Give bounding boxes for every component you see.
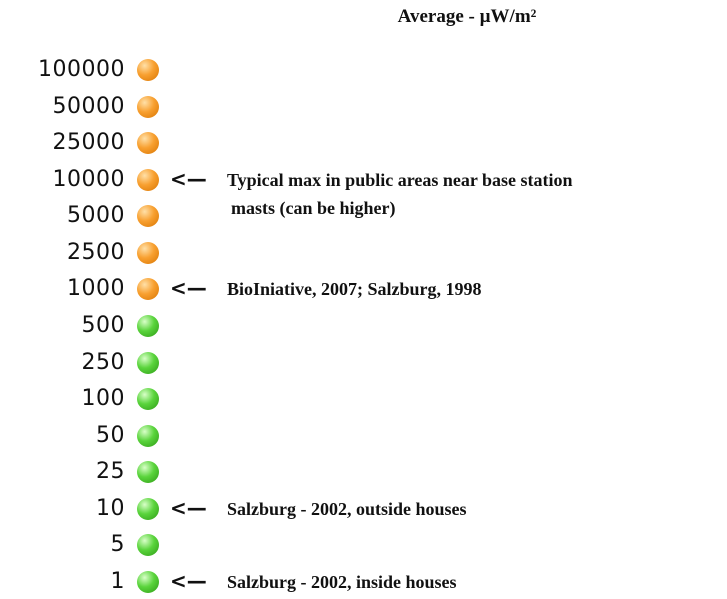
level-dot (137, 570, 159, 593)
level-dot (137, 132, 159, 155)
level-dot (137, 278, 159, 301)
level-label: 10 (96, 495, 125, 521)
level-dot (137, 351, 159, 374)
annotation: Typical max in public areas near base st… (227, 169, 573, 190)
annotation: Salzburg - 2002, inside houses (227, 571, 457, 592)
level-label: 250 (81, 349, 125, 375)
level-label: 50000 (52, 93, 125, 119)
level-label: 2500 (67, 239, 125, 265)
arrow: <— (170, 276, 207, 301)
level-label: 50 (96, 422, 125, 448)
annotation: BioIniative, 2007; Salzburg, 1998 (227, 279, 482, 300)
level-label: 100000 (38, 57, 125, 82)
arrow: <— (170, 495, 207, 520)
annotation: masts (can be higher) (231, 197, 396, 218)
level-dot (137, 205, 159, 228)
level-dot (137, 168, 159, 191)
level-dot (137, 497, 159, 520)
level-dot (137, 241, 159, 264)
level-dot (137, 424, 159, 447)
level-dot (137, 534, 159, 557)
title: Average - µW/m² (397, 6, 537, 27)
level-label: 5000 (67, 203, 125, 229)
arrow: <— (170, 568, 207, 593)
level-label: 25000 (52, 130, 125, 156)
level-dot (137, 59, 159, 81)
level-dot (137, 314, 159, 337)
level-label: 500 (81, 312, 125, 338)
level-label: 100 (81, 386, 125, 412)
arrow: <— (170, 166, 207, 191)
annotation: Salzburg - 2002, outside houses (227, 498, 467, 519)
level-label: 5 (110, 532, 125, 558)
level-dot (137, 461, 159, 484)
level-label: 25 (96, 459, 125, 485)
level-label: 1000 (67, 276, 125, 302)
level-dot (137, 95, 159, 118)
level-dot (137, 388, 159, 411)
level-label: 1 (110, 568, 125, 594)
level-label: 10000 (52, 166, 125, 192)
